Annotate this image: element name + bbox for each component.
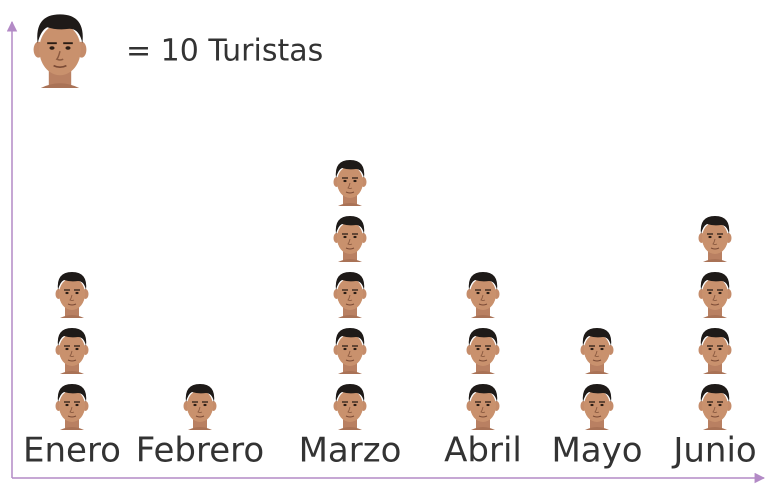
chart: = 10 Turistas Enero Febrero Marzo Abril Mayo…: [0, 0, 768, 488]
pictogram-icon: [581, 384, 614, 430]
pictogram-icon: [56, 328, 89, 374]
x-tick-label: Mayo: [551, 431, 642, 471]
pictogram-icon: [334, 384, 367, 430]
x-tick-label: Enero: [23, 431, 121, 471]
icon-column: [56, 272, 89, 430]
pictogram-icon: [699, 216, 732, 262]
icon-column: [467, 272, 500, 430]
pictogram-icon: [184, 384, 217, 430]
x-tick-label: Marzo: [299, 431, 402, 471]
x-tick-label: Febrero: [136, 431, 264, 471]
pictogram-icon: [334, 216, 367, 262]
legend-icon: [34, 14, 87, 88]
icon-column: [334, 160, 367, 430]
pictogram-icon: [467, 328, 500, 374]
pictogram-icon: [56, 272, 89, 318]
pictogram-icon: [699, 328, 732, 374]
pictogram-icon: [581, 328, 614, 374]
pictogram-icon: [334, 272, 367, 318]
pictogram-icon: [699, 272, 732, 318]
pictogram-icon: [699, 384, 732, 430]
pictogram-icon: [334, 160, 367, 206]
x-tick-label: Abril: [444, 431, 522, 471]
pictogram-icon: [467, 272, 500, 318]
icon-column: [581, 328, 614, 430]
pictogram-icon: [334, 328, 367, 374]
x-tick-label: Junio: [671, 431, 756, 471]
legend-label: = 10 Turistas: [126, 34, 323, 69]
icon-column: [699, 216, 732, 430]
pictogram-icon: [467, 384, 500, 430]
legend: = 10 Turistas: [34, 14, 324, 88]
icon-column: [184, 384, 217, 430]
pictogram-icon: [56, 384, 89, 430]
